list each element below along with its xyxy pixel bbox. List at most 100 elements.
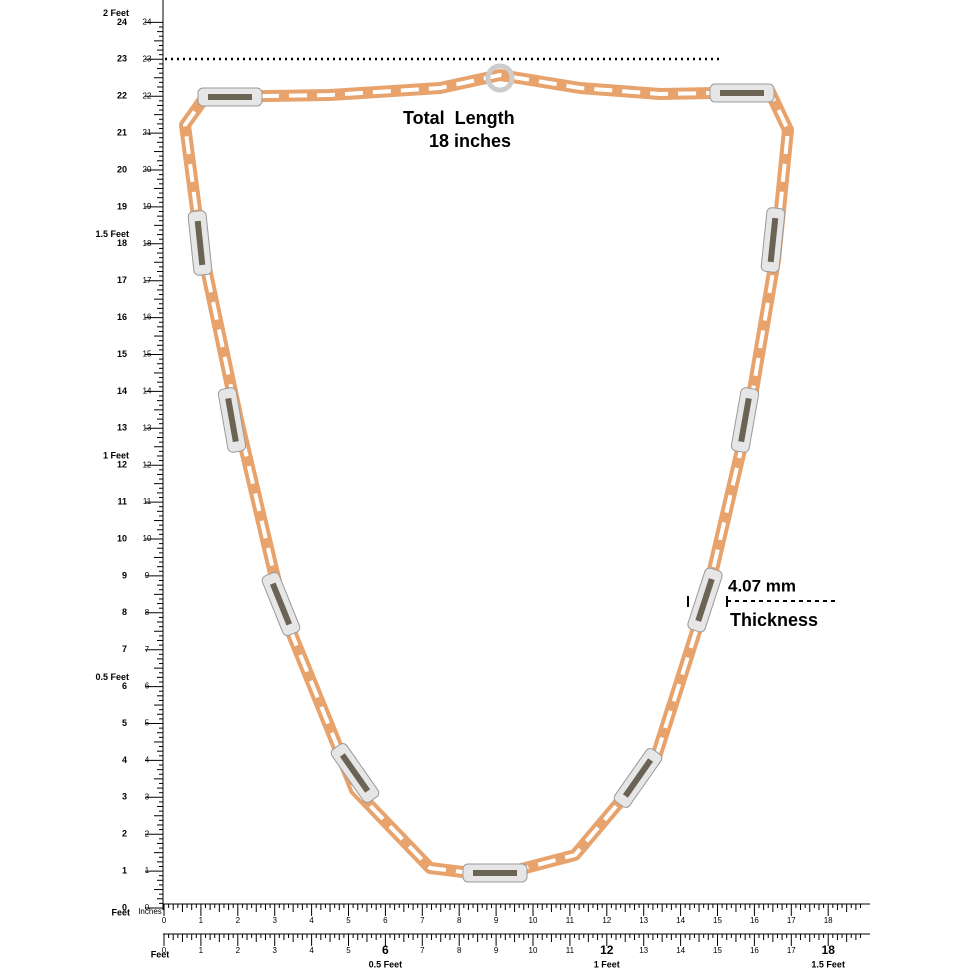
feet-inch-label: 0 (162, 946, 167, 955)
outer-inch-label: 21 (117, 127, 127, 137)
outer-inch-label: 22 (117, 91, 127, 101)
feet-label: 0.5 Feet (95, 672, 129, 682)
inch-label: 18 (824, 916, 833, 925)
inch-label: 0 (162, 916, 167, 925)
inner-inch-label: 21 (143, 128, 152, 137)
feet-unit: Feet (151, 949, 170, 959)
outer-inch-label: 24 (117, 17, 127, 27)
silver-bar-inlay (622, 758, 654, 798)
feet-inch-label: 12 (600, 943, 614, 957)
inch-label: 6 (383, 916, 388, 925)
inner-inch-label: 6 (145, 682, 150, 691)
outer-inch-label: 1 (122, 865, 127, 875)
inch-label: 2 (236, 916, 241, 925)
inner-inch-label: 18 (143, 239, 152, 248)
outer-inch-label: 12 (117, 460, 127, 470)
inner-inch-label: 2 (145, 829, 150, 838)
outer-inch-label: 15 (117, 349, 127, 359)
inner-inch-label: 0 (145, 903, 150, 912)
inch-label: 13 (639, 916, 648, 925)
feet-inch-label: 14 (676, 946, 685, 955)
feet-inch-label: 18 (822, 943, 836, 957)
inner-inch-label: 8 (145, 608, 150, 617)
inch-label: 15 (713, 916, 722, 925)
inch-label: 4 (309, 916, 314, 925)
outer-inch-label: 17 (117, 275, 127, 285)
inner-inch-label: 13 (143, 423, 152, 432)
inner-inch-label: 17 (143, 276, 152, 285)
silver-bar-inlay (738, 397, 752, 443)
outer-inch-label: 4 (122, 755, 127, 765)
inch-unit: Inches (138, 907, 162, 916)
necklace (179, 63, 794, 883)
feet-inch-label: 1 (199, 946, 204, 955)
inch-label: 8 (457, 916, 462, 925)
inch-label: 11 (566, 916, 575, 925)
outer-inch-label: 3 (122, 792, 127, 802)
inch-label: 16 (750, 916, 759, 925)
thickness-value: 4.07 mm (728, 576, 796, 595)
outer-inch-label: 19 (117, 201, 127, 211)
silver-bar-inlay (225, 397, 239, 443)
outer-inch-label: 5 (122, 718, 127, 728)
silver-bar-inlay (767, 217, 779, 263)
chain-body (179, 69, 794, 882)
inch-label: 9 (494, 916, 499, 925)
inner-inch-label: 10 (143, 534, 152, 543)
feet-unit: Feet (111, 907, 130, 917)
inner-inch-label: 15 (143, 350, 152, 359)
length-value: 18 inches (429, 131, 511, 151)
feet-label: 1.5 Feet (811, 959, 845, 969)
inner-inch-label: 5 (145, 719, 150, 728)
inner-inch-label: 14 (143, 387, 152, 396)
inch-label: 14 (676, 916, 685, 925)
inner-inch-label: 20 (143, 165, 152, 174)
inch-label: 12 (602, 916, 611, 925)
outer-inch-label: 16 (117, 312, 127, 322)
rulers: 0011223344556677889910101111121213131414… (95, 0, 870, 969)
outer-inch-label: 20 (117, 164, 127, 174)
inch-label: 10 (529, 916, 538, 925)
inner-inch-label: 23 (143, 54, 152, 63)
outer-inch-label: 11 (117, 496, 127, 506)
feet-inch-label: 6 (382, 943, 389, 957)
thickness-label: Thickness (730, 610, 818, 630)
total-length-label: Total Length (403, 108, 515, 128)
outer-inch-label: 13 (117, 423, 127, 433)
inner-inch-label: 4 (145, 756, 150, 765)
feet-inch-label: 11 (566, 946, 575, 955)
inch-label: 5 (346, 916, 351, 925)
feet-inch-label: 9 (494, 946, 499, 955)
outer-inch-label: 14 (117, 386, 127, 396)
outer-inch-label: 7 (122, 644, 127, 654)
outer-inch-label: 0 (122, 902, 127, 912)
inch-label: 3 (272, 916, 277, 925)
feet-inch-label: 2 (236, 946, 241, 955)
silver-bar-inlay (194, 220, 206, 266)
inner-inch-label: 19 (143, 202, 152, 211)
inner-inch-label: 24 (143, 18, 152, 27)
chain-links (183, 73, 790, 878)
inner-inch-label: 12 (143, 460, 152, 469)
feet-inch-label: 3 (272, 946, 277, 955)
inner-inch-label: 1 (145, 866, 150, 875)
outer-inch-label: 8 (122, 607, 127, 617)
feet-inch-label: 7 (420, 946, 425, 955)
outer-inch-label: 23 (117, 54, 127, 64)
inner-inch-label: 3 (145, 792, 150, 801)
feet-inch-label: 13 (639, 946, 648, 955)
silver-bar-inlay (208, 94, 252, 100)
outer-inch-label: 6 (122, 681, 127, 691)
feet-label: 1.5 Feet (95, 229, 129, 239)
clasp (485, 63, 515, 93)
inner-inch-label: 22 (143, 91, 152, 100)
feet-label: 1 Feet (594, 959, 620, 969)
silver-bar-inlay (695, 578, 715, 622)
feet-inch-label: 17 (787, 946, 796, 955)
inner-inch-label: 16 (143, 313, 152, 322)
feet-inch-label: 10 (529, 946, 538, 955)
silver-bar-inlay (269, 582, 293, 626)
feet-inch-label: 5 (346, 946, 351, 955)
inch-label: 7 (420, 916, 425, 925)
